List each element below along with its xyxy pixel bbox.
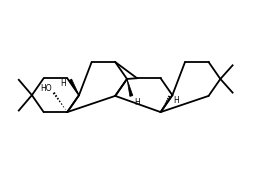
Polygon shape: [69, 79, 79, 95]
Polygon shape: [127, 79, 133, 96]
Text: H: H: [173, 96, 179, 105]
Text: HO: HO: [40, 84, 52, 93]
Text: H: H: [135, 98, 140, 107]
Text: H: H: [60, 79, 66, 88]
